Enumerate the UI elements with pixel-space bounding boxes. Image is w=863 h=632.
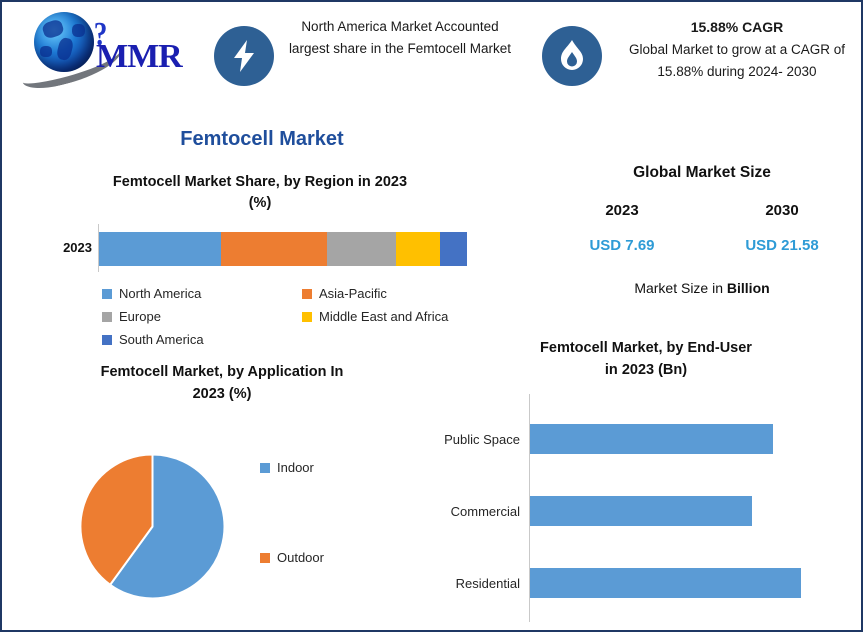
brand-name: MMR (96, 38, 183, 75)
region-legend-swatch (102, 288, 112, 299)
pie-legend-label-indoor: Indoor (277, 460, 314, 475)
globe-icon (34, 12, 94, 72)
end-user-label-commercial: Commercial (450, 503, 520, 519)
header: ? MMR North America Market Accounted lar… (2, 2, 861, 114)
region-legend-label: Asia-Pacific (319, 286, 387, 301)
region-legend-label: South America (119, 332, 204, 347)
region-legend-label: Middle East and Africa (319, 309, 449, 324)
end-user-title-line-1: Femtocell Market, by End-User (540, 340, 752, 356)
gms-year-2023: 2023 (605, 202, 639, 219)
end-user-bar-residential (530, 568, 801, 598)
end-user-row: Public Space (422, 418, 861, 460)
end-user-bar-commercial (530, 496, 753, 526)
gms-value-2030: USD 21.58 (745, 237, 819, 254)
pie-graphic (80, 454, 225, 599)
highlight-1-line-1: North America Market (301, 19, 432, 34)
region-legend-label: North America (119, 286, 202, 301)
region-title-line-2: (%) (248, 195, 272, 212)
gms-years-row: 2023 2030 (542, 202, 861, 219)
header-highlight-text-2: 15.88% CAGR Global Market to grow at a C… (614, 16, 860, 84)
pie-slice-indoor (108, 454, 225, 599)
region-chart-title: Femtocell Market Share, by Region in 202… (40, 172, 480, 214)
highlight-2-line-2: CAGR of 15.88% during 2024- (657, 42, 846, 80)
region-legend-swatch (302, 288, 312, 299)
highlight-2-line-1: Global Market to grow at a (628, 42, 788, 58)
header-highlight-cagr: 15.88% CAGR Global Market to grow at a C… (542, 16, 860, 108)
region-share-chart: Femtocell Market Share, by Region in 202… (2, 172, 522, 347)
end-user-plot-area: Public Space Commercial Residential (422, 394, 861, 624)
end-user-bar-chart: Femtocell Market, by End-User in 2023 (B… (422, 338, 861, 628)
gms-footer: Market Size in Billion (542, 280, 861, 296)
region-legend-item-europe: Europe (102, 305, 302, 328)
region-legend-swatch (302, 311, 312, 322)
pie-legend-swatch-outdoor (260, 552, 270, 563)
region-legend-item-south-america: South America (102, 328, 302, 351)
gms-year-2030: 2030 (765, 202, 799, 219)
logo-hook-icon: ? (93, 16, 108, 53)
region-legend-item-asia-pacific: Asia-Pacific (302, 282, 502, 305)
pie-legend-swatch-indoor (260, 462, 270, 473)
region-axis-line (98, 224, 99, 272)
end-user-title-line-2: in 2023 (Bn) (604, 361, 688, 378)
region-legend-swatch (102, 334, 112, 345)
header-highlight-north-america: North America Market Accounted largest s… (214, 16, 514, 108)
end-user-label-public-space: Public Space (444, 431, 520, 447)
region-legend-item-north-america: North America (102, 282, 302, 305)
global-market-size-panel: Global Market Size 2023 2030 USD 7.69 US… (542, 164, 861, 296)
pie-title-line-1: Femtocell Market, by Application In (100, 364, 344, 380)
region-legend: North America Asia-Pacific Europe Middle Ea… (102, 282, 502, 351)
region-segment-asia-pacific (221, 232, 328, 266)
mmr-logo: ? MMR (16, 8, 196, 95)
region-segment-south-america (440, 232, 467, 266)
region-legend-label: Europe (119, 309, 161, 324)
end-user-label-residential: Residential (455, 575, 520, 591)
pie-slice-outdoor (80, 454, 154, 587)
gms-values-row: USD 7.69 USD 21.58 (542, 237, 861, 254)
gms-value-2023: USD 7.69 (589, 237, 655, 254)
highlight-1-line-2: Accounted largest share in the (288, 19, 499, 57)
pie-title-line-2: 2023 (%) (192, 385, 252, 402)
region-segment-middle-east-and-africa (395, 232, 441, 266)
region-segment-europe (327, 232, 396, 266)
end-user-bar-public-space (530, 424, 773, 454)
end-user-axis-line (529, 394, 530, 622)
pie-legend-item-indoor: Indoor (260, 460, 314, 475)
region-category-label: 2023 (63, 240, 92, 255)
gms-footer-prefix: Market Size in (634, 280, 727, 296)
flame-icon (542, 26, 602, 86)
end-user-row: Commercial (422, 490, 861, 532)
region-segment-north-america (99, 232, 222, 266)
pie-legend-label-outdoor: Outdoor (277, 550, 324, 565)
region-legend-item-middle-east-and-africa: Middle East and Africa (302, 305, 502, 328)
region-legend-swatch (102, 311, 112, 322)
highlight-2-line-3: 2030 (786, 64, 817, 80)
pie-chart-title: Femtocell Market, by Application In 2023… (42, 362, 402, 406)
region-stacked-bar (99, 232, 467, 266)
gms-title: Global Market Size (633, 164, 771, 181)
end-user-chart-title: Femtocell Market, by End-User in 2023 (B… (436, 338, 856, 382)
region-plot-area: 2023 (2, 224, 522, 276)
lightning-bolt-icon (214, 26, 274, 86)
gms-footer-unit: Billion (726, 280, 770, 296)
pie-legend-item-outdoor: Outdoor (260, 550, 324, 565)
page-title: Femtocell Market (180, 128, 344, 150)
end-user-row: Residential (422, 562, 861, 604)
cagr-headline: 15.88% CAGR (690, 19, 784, 35)
header-highlight-text-1: North America Market Accounted largest s… (286, 16, 514, 61)
region-title-line-1: Femtocell Market Share, by Region in 202… (112, 174, 408, 190)
application-pie-chart: Femtocell Market, by Application In 2023… (22, 362, 422, 599)
highlight-1-line-3: Femtocell Market (407, 41, 512, 57)
